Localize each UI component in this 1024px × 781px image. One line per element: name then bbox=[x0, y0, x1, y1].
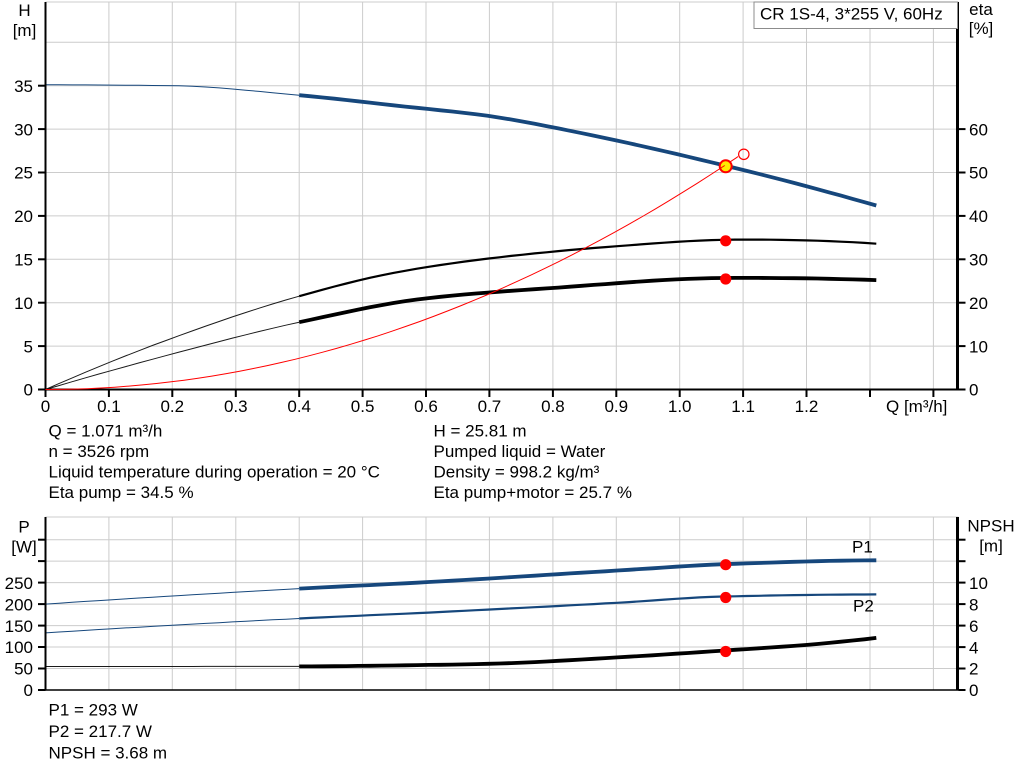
svg-text:8: 8 bbox=[969, 595, 978, 614]
svg-text:15: 15 bbox=[14, 251, 33, 270]
svg-text:5: 5 bbox=[24, 337, 33, 356]
svg-text:30: 30 bbox=[969, 251, 988, 270]
svg-text:250: 250 bbox=[5, 574, 33, 593]
svg-text:n = 3526 rpm: n = 3526 rpm bbox=[49, 442, 150, 461]
svg-text:Q = 1.071 m³/h: Q = 1.071 m³/h bbox=[49, 422, 163, 441]
svg-text:4: 4 bbox=[969, 638, 978, 657]
svg-text:NPSH = 3.68 m: NPSH = 3.68 m bbox=[49, 744, 168, 763]
svg-text:40: 40 bbox=[969, 207, 988, 226]
svg-text:Eta pump = 34.5 %: Eta pump = 34.5 % bbox=[49, 483, 194, 502]
svg-text:[m]: [m] bbox=[979, 537, 1003, 556]
svg-text:[m]: [m] bbox=[13, 21, 37, 40]
svg-text:20: 20 bbox=[14, 207, 33, 226]
svg-text:P2: P2 bbox=[853, 597, 874, 616]
svg-text:35: 35 bbox=[14, 77, 33, 96]
svg-text:0.6: 0.6 bbox=[414, 397, 438, 416]
svg-text:200: 200 bbox=[5, 595, 33, 614]
svg-text:0.1: 0.1 bbox=[97, 397, 121, 416]
svg-text:NPSH: NPSH bbox=[967, 517, 1014, 536]
svg-text:CR 1S-4, 3*255 V, 60Hz: CR 1S-4, 3*255 V, 60Hz bbox=[760, 5, 943, 24]
svg-text:0.7: 0.7 bbox=[478, 397, 502, 416]
svg-text:0.3: 0.3 bbox=[224, 397, 248, 416]
svg-text:0.5: 0.5 bbox=[351, 397, 375, 416]
svg-text:0: 0 bbox=[969, 381, 978, 400]
svg-text:20: 20 bbox=[969, 294, 988, 313]
svg-text:150: 150 bbox=[5, 617, 33, 636]
svg-text:60: 60 bbox=[969, 120, 988, 139]
svg-text:0.9: 0.9 bbox=[604, 397, 628, 416]
svg-text:50: 50 bbox=[14, 660, 33, 679]
svg-text:Liquid temperature during oper: Liquid temperature during operation = 20… bbox=[49, 463, 380, 482]
svg-text:[W]: [W] bbox=[11, 538, 37, 557]
svg-text:1.1: 1.1 bbox=[731, 397, 755, 416]
svg-text:0.8: 0.8 bbox=[541, 397, 565, 416]
svg-text:6: 6 bbox=[969, 617, 978, 636]
svg-text:Density = 998.2 kg/m³: Density = 998.2 kg/m³ bbox=[434, 463, 600, 482]
svg-text:P1 = 293 W: P1 = 293 W bbox=[49, 701, 138, 720]
svg-text:1.2: 1.2 bbox=[795, 397, 819, 416]
svg-text:10: 10 bbox=[969, 337, 988, 356]
svg-text:H = 25.81 m: H = 25.81 m bbox=[434, 422, 527, 441]
svg-text:0: 0 bbox=[969, 681, 978, 700]
svg-text:0: 0 bbox=[41, 397, 50, 416]
svg-text:25: 25 bbox=[14, 164, 33, 183]
svg-text:Eta pump+motor = 25.7 %: Eta pump+motor = 25.7 % bbox=[434, 483, 632, 502]
svg-text:[%]: [%] bbox=[969, 19, 994, 38]
svg-text:30: 30 bbox=[14, 120, 33, 139]
svg-text:P1: P1 bbox=[852, 538, 873, 557]
svg-text:10: 10 bbox=[14, 294, 33, 313]
svg-text:0.2: 0.2 bbox=[160, 397, 184, 416]
svg-text:P2 = 217.7 W: P2 = 217.7 W bbox=[49, 722, 152, 741]
svg-text:2: 2 bbox=[969, 660, 978, 679]
svg-text:1.0: 1.0 bbox=[668, 397, 692, 416]
svg-text:eta: eta bbox=[969, 0, 993, 19]
svg-text:0.4: 0.4 bbox=[287, 397, 311, 416]
svg-text:P: P bbox=[18, 518, 29, 537]
svg-text:50: 50 bbox=[969, 164, 988, 183]
svg-text:H: H bbox=[18, 1, 30, 20]
svg-text:0: 0 bbox=[24, 381, 33, 400]
svg-text:10: 10 bbox=[969, 574, 988, 593]
svg-text:Pumped liquid = Water: Pumped liquid = Water bbox=[434, 442, 606, 461]
svg-text:Q [m³/h]: Q [m³/h] bbox=[886, 397, 947, 416]
svg-text:0: 0 bbox=[24, 681, 33, 700]
svg-text:100: 100 bbox=[5, 638, 33, 657]
